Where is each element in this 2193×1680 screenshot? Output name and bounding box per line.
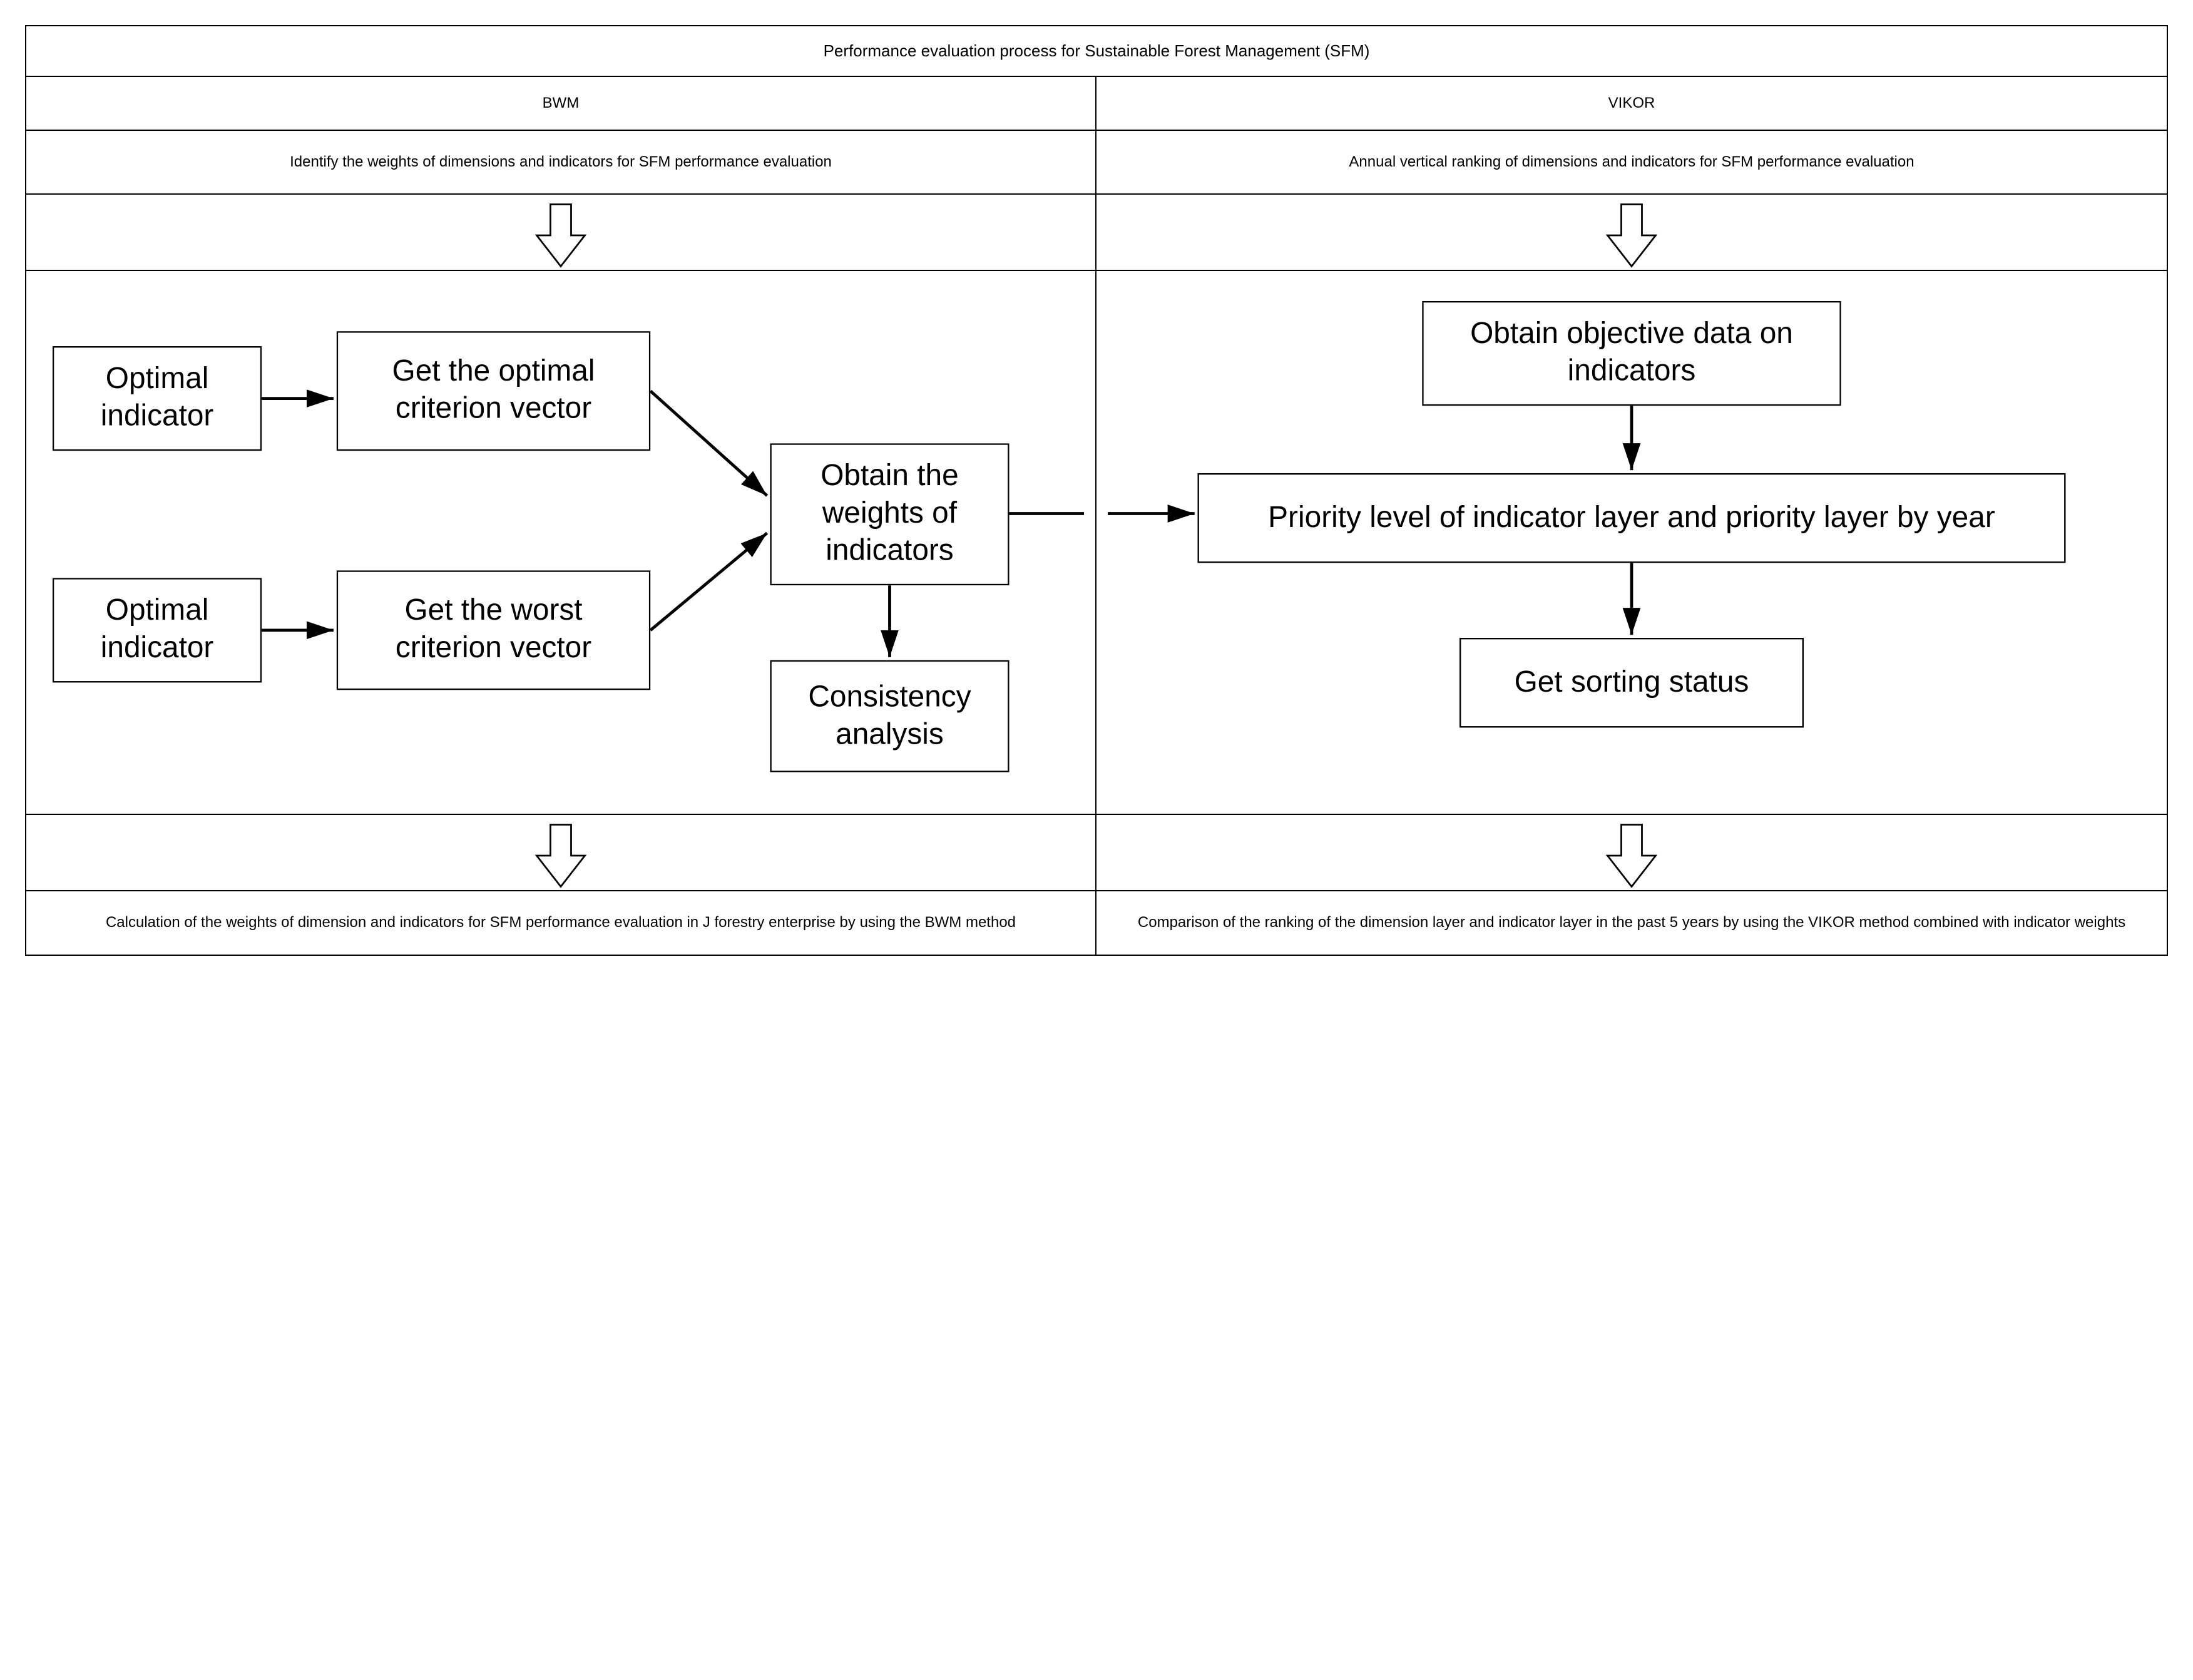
result-bwm: Calculation of the weights of dimension … bbox=[26, 891, 1096, 954]
arrow-down-icon bbox=[526, 201, 595, 270]
flow-vikor-svg: Obtain objective data on indicators Prio… bbox=[1108, 286, 2155, 795]
task-bwm: Identify the weights of dimensions and i… bbox=[26, 131, 1096, 195]
method-header-bwm: BWM bbox=[26, 77, 1096, 131]
result-vikor: Comparison of the ranking of the dimensi… bbox=[1096, 891, 2167, 954]
node-get-worst-vector: Get the worst criterion vector bbox=[337, 571, 651, 690]
method-header-vikor: VIKOR bbox=[1096, 77, 2167, 131]
arrow-down-icon bbox=[526, 821, 595, 890]
node-optimal-indicator-1: Optimal indicator bbox=[53, 346, 262, 451]
node-optimal-indicator-2: Optimal indicator bbox=[53, 578, 262, 683]
arrow-down-cell-right-2 bbox=[1096, 815, 2167, 891]
arrow-down-icon bbox=[1597, 201, 1666, 270]
flow-bwm: Optimal indicator Optimal indicator Get … bbox=[26, 271, 1096, 815]
node-get-optimal-vector: Get the optimal criterion vector bbox=[337, 332, 651, 451]
arrow-down-cell-left-2 bbox=[26, 815, 1096, 891]
node-priority-level: Priority level of indicator layer and pr… bbox=[1197, 473, 2065, 563]
diagram-outer: Performance evaluation process for Susta… bbox=[25, 25, 2168, 956]
flow-bwm-svg: Optimal indicator Optimal indicator Get … bbox=[38, 286, 1084, 795]
arrow-down-icon bbox=[1597, 821, 1666, 890]
diagram-title: Performance evaluation process for Susta… bbox=[26, 26, 2167, 77]
task-vikor: Annual vertical ranking of dimensions an… bbox=[1096, 131, 2167, 195]
arrow-down-cell-left-1 bbox=[26, 195, 1096, 271]
node-get-sorting-status: Get sorting status bbox=[1459, 638, 1804, 727]
node-consistency-analysis: Consistency analysis bbox=[770, 660, 1009, 772]
flow-vikor: Obtain objective data on indicators Prio… bbox=[1096, 271, 2167, 815]
node-obtain-objective-data: Obtain objective data on indicators bbox=[1422, 301, 1841, 406]
arrow-down-cell-right-1 bbox=[1096, 195, 2167, 271]
node-obtain-weights: Obtain the weights of indicators bbox=[770, 444, 1009, 586]
